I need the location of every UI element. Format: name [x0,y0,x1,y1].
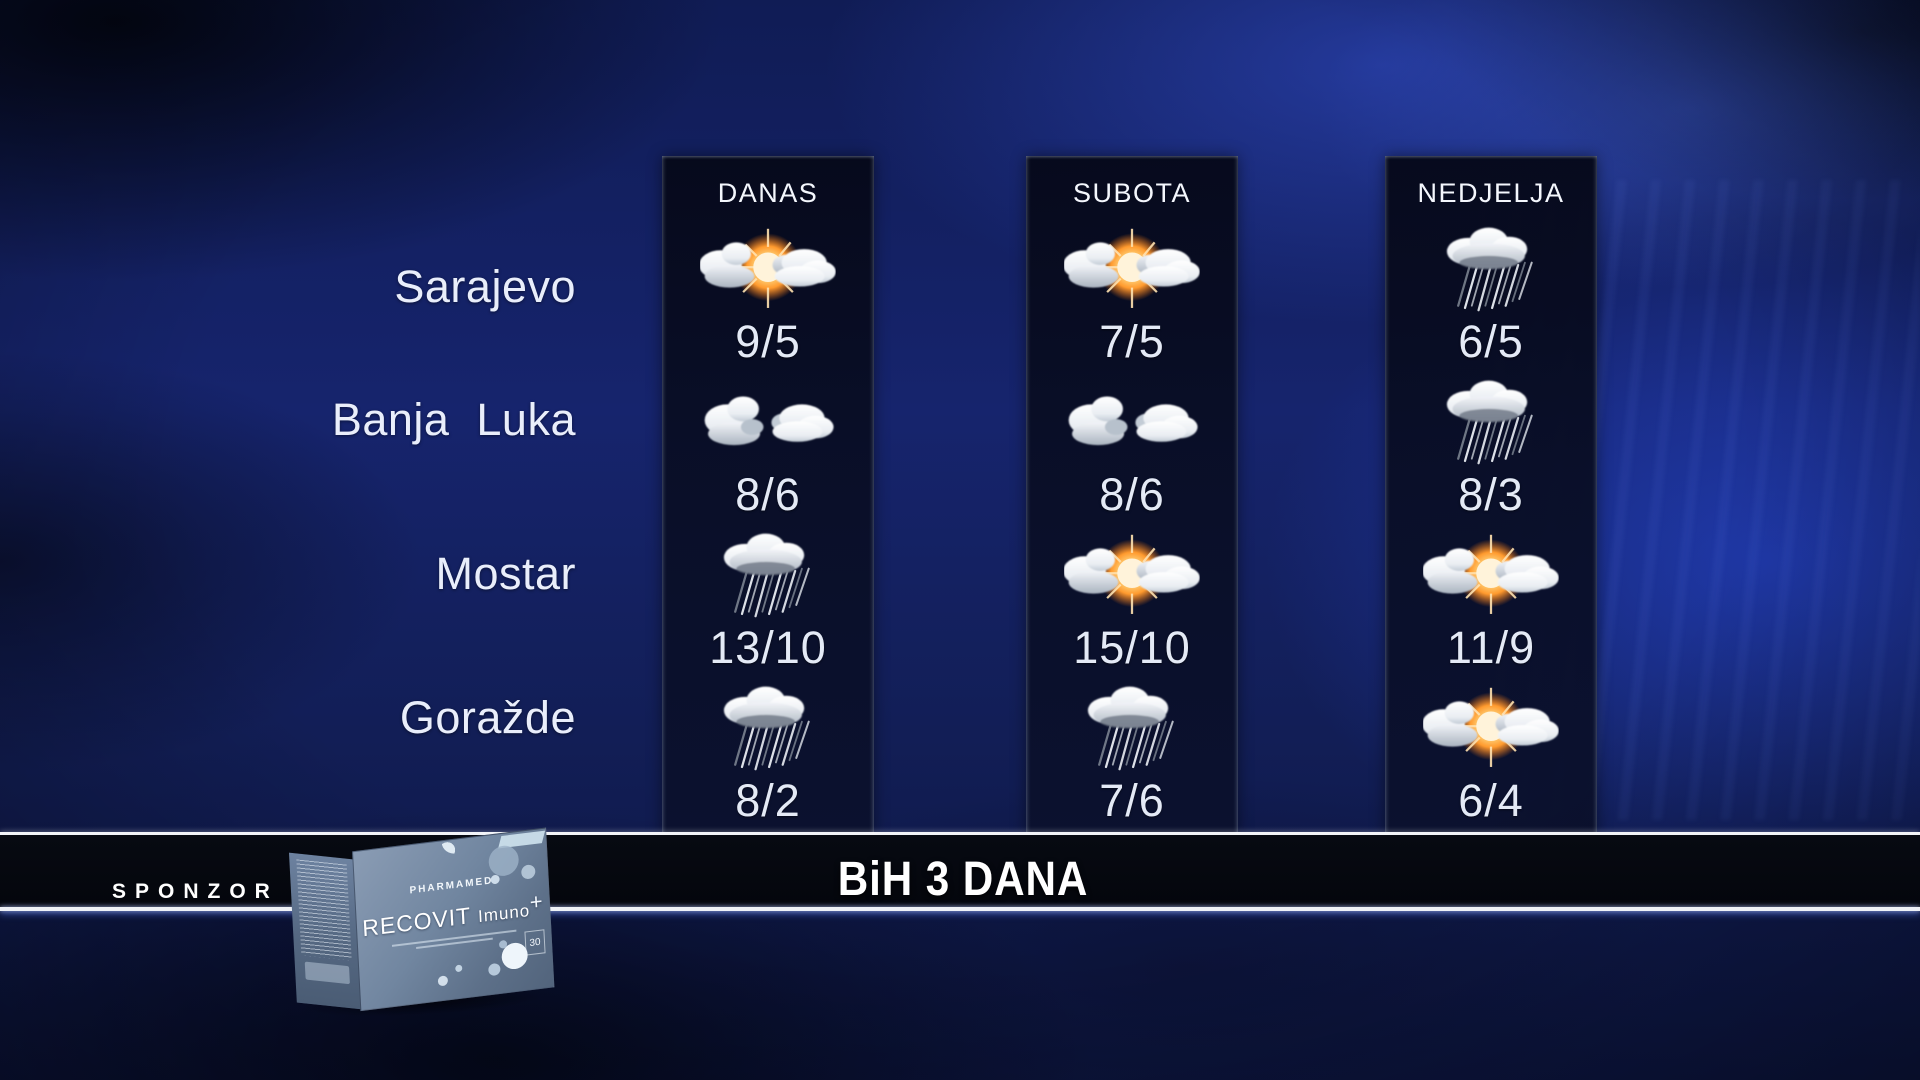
city-label: Sarajevo [394,261,576,313]
day-header: SUBOTA [1026,156,1238,222]
sponsor-label: SPONZOR [112,880,279,903]
product-name-main: RECOVIT [361,902,472,942]
product-side-chip [304,961,350,985]
day-header: NEDJELJA [1385,156,1597,222]
decor-bubble [488,962,501,977]
product-box-front-face: PHARMAMED RECOVIT Imuno+ 30 [351,827,555,1012]
forecast-cell: 8/3 [1385,375,1597,528]
city-label: Banja Luka [332,394,576,446]
forecast-cell: 7/5 [1026,222,1238,375]
product-box-side-face [288,852,363,1010]
city-label: Goražde [400,692,576,744]
temperature-hi-lo: 8/6 [1099,470,1165,520]
temperature-hi-lo: 8/6 [735,470,801,520]
forecast-cell: 8/2 [662,681,874,834]
day-header: DANAS [662,156,874,222]
temperature-hi-lo: 15/10 [1073,623,1191,673]
forecast-cell: 8/6 [662,375,874,528]
product-name-variant: Imuno [477,900,531,927]
temperature-hi-lo: 9/5 [735,317,801,367]
product-pack-count: 30 [524,929,546,956]
city-labels: Sarajevo Banja Luka Mostar Goražde [150,0,576,1080]
lower-third-bottom-line [0,907,1920,911]
decor-bubble [437,975,449,987]
temperature-hi-lo: 7/5 [1099,317,1165,367]
temperature-hi-lo: 11/9 [1447,623,1535,673]
product-fine-print [296,859,352,961]
temperature-hi-lo: 6/5 [1458,317,1524,367]
forecast-cell: 6/5 [1385,222,1597,375]
city-label: Mostar [435,548,576,600]
forecast-cell: 13/10 [662,528,874,681]
lower-third-top-line [0,832,1920,835]
forecast-cell: 15/10 [1026,528,1238,681]
leaf-logo-icon [441,839,458,856]
forecast-cell: 9/5 [662,222,874,375]
temperature-hi-lo: 8/2 [735,776,801,826]
decor-bubble [455,964,463,973]
forecast-cell: 8/6 [1026,375,1238,528]
sponsor-product-box: PHARMAMED RECOVIT Imuno+ 30 [288,827,555,1022]
plus-icon: + [529,888,545,915]
temperature-hi-lo: 7/6 [1099,776,1165,826]
page-title: BiH 3 DANA [837,853,1089,906]
temperature-hi-lo: 13/10 [709,623,827,673]
forecast-column-nedjelja: NEDJELJA 6/5 8/3 11/9 6/4 [1385,156,1597,835]
temperature-hi-lo: 8/3 [1458,470,1524,520]
temperature-hi-lo: 6/4 [1458,776,1524,826]
forecast-cell: 11/9 [1385,528,1597,681]
forecast-cell: 7/6 [1026,681,1238,834]
forecast-cell: 6/4 [1385,681,1597,834]
forecast-column-subota: SUBOTA 7/5 8/6 15/10 7/6 [1026,156,1238,835]
forecast-column-danas: DANAS 9/5 8/6 13/10 8/2 [662,156,874,835]
